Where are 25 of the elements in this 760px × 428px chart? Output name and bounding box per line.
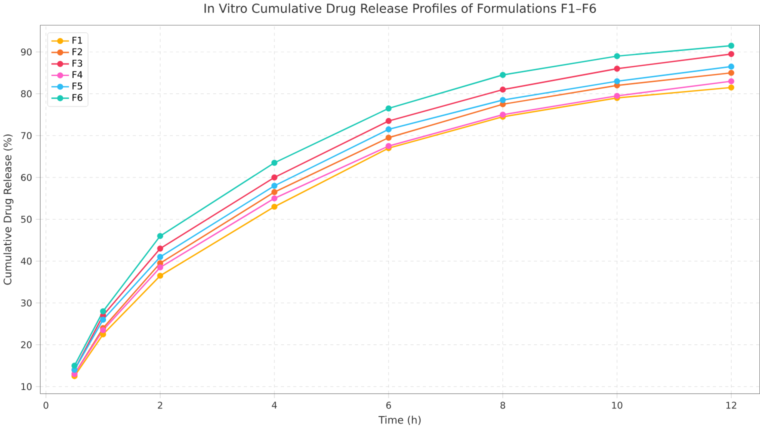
y-tick-label: 40 [20,257,32,264]
y-tick-label: 70 [21,132,32,139]
x-axis-title: Time (h) [378,416,421,425]
y-axis-title: Cumulative Drug Release (%) [3,134,14,285]
y-tick-label: 20 [21,341,32,348]
y-tick-label: 90 [21,48,32,56]
x-tick-label: 10 [612,402,622,409]
x-tick-label: 2 [158,402,162,408]
legend-label: F6 [72,94,82,101]
legend-label: F3 [72,60,82,67]
y-tick-label: 10 [21,382,32,390]
chart-title: In Vitro Cumulative Drug Release Profiles of Formulations F1–F6 [204,3,596,16]
x-tick-label: 12 [726,402,736,408]
legend-label: F5 [72,82,82,90]
y-tick-label: 60 [21,174,32,181]
legend-label: F1 [72,36,82,44]
legend-label: F2 [72,48,82,55]
legend-label: F4 [72,71,82,78]
y-tick-label: 80 [21,90,32,98]
x-tick-label: 4 [272,402,277,408]
x-tick-label: 6 [386,402,391,409]
x-tick-label: 8 [500,402,506,409]
x-tick-label: 0 [44,402,48,409]
y-tick-label: 50 [21,216,32,223]
y-tick-label: 30 [21,299,32,306]
